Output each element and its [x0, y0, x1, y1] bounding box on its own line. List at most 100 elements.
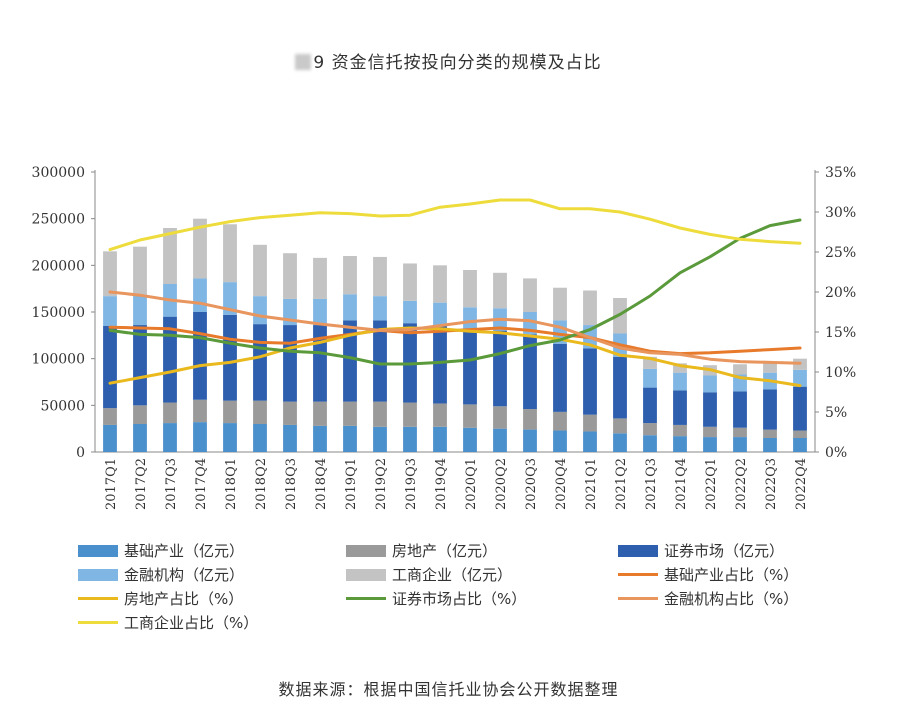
bar-segment-3: [643, 387, 657, 424]
bar-segment-5: [223, 224, 237, 283]
legend-item: 工商企业（亿元）: [346, 564, 512, 586]
x-tick-label: 2018Q1: [224, 458, 239, 510]
bar-segment-2: [133, 405, 147, 424]
bar-segment-4: [463, 307, 477, 330]
bar-segment-2: [703, 426, 717, 438]
bar-segment-3: [283, 325, 297, 402]
y-left-tick-label: 100000: [32, 352, 85, 368]
bar-segment-5: [553, 287, 567, 321]
bar-segment-2: [673, 424, 687, 437]
x-tick-label: 2019Q1: [344, 458, 359, 510]
x-tick-label: 2021Q2: [614, 458, 629, 510]
legend-swatch: [618, 545, 658, 557]
bar-segment-2: [163, 402, 177, 424]
y-left-tick-label: 50000: [40, 398, 85, 414]
bar-segment-1: [283, 424, 297, 452]
bar-segment-2: [553, 411, 567, 431]
legend-item: 金融机构占比（%）: [618, 588, 798, 610]
bar-segment-2: [583, 414, 597, 432]
bar-segment-2: [433, 403, 447, 427]
legend-line-swatch: [618, 597, 658, 600]
legend-label: 金融机构（亿元）: [124, 566, 245, 584]
bar-segment-4: [703, 375, 717, 393]
bar-segment-1: [133, 424, 147, 452]
bar-segment-4: [223, 282, 237, 315]
bar-segment-2: [103, 408, 117, 425]
legend-item: 证券市场占比（%）: [346, 588, 526, 610]
y-right-tick-label: 10%: [825, 365, 856, 381]
legend-swatch: [78, 545, 118, 557]
bar-segment-4: [313, 298, 327, 326]
x-tick-label: 2018Q2: [254, 458, 269, 510]
x-tick-label: 2021Q4: [674, 458, 689, 510]
bar-segment-3: [523, 334, 537, 410]
bar-segment-3: [343, 320, 357, 402]
x-tick-label: 2017Q2: [134, 458, 149, 510]
bar-segment-4: [673, 372, 687, 391]
bar-segment-1: [703, 437, 717, 452]
x-tick-label: 2020Q2: [494, 458, 509, 510]
bar-segment-3: [583, 348, 597, 415]
bar-segment-5: [493, 272, 507, 309]
legend-item: 房地产（亿元）: [346, 540, 497, 562]
x-tick-label: 2020Q4: [554, 458, 569, 510]
bar-segment-3: [493, 330, 507, 407]
y-left-tick-label: 200000: [32, 258, 85, 274]
bar-segment-2: [643, 423, 657, 436]
bar-segment-3: [673, 390, 687, 425]
y-left-tick-label: 150000: [32, 305, 85, 321]
bar-segment-1: [163, 423, 177, 452]
bar-segment-2: [493, 406, 507, 429]
bar-segment-1: [373, 426, 387, 452]
bar-segment-5: [133, 246, 147, 295]
chart-title: 9 资金信托按投向分类的规模及占比: [0, 48, 897, 73]
y-right-tick-label: 30%: [825, 205, 856, 221]
bar-segment-2: [313, 401, 327, 426]
x-tick-label: 2022Q2: [734, 458, 749, 510]
legend-swatch: [346, 569, 386, 581]
bar-segment-5: [433, 265, 447, 303]
line-series-4: [108, 290, 802, 365]
x-tick-label: 2019Q2: [374, 458, 389, 510]
bar-segment-2: [463, 404, 477, 428]
bar-segment-4: [253, 296, 267, 325]
legend-item: 基础产业占比（%）: [618, 564, 798, 586]
bar-segment-4: [133, 294, 147, 326]
chart-canvas: 300000 250000 200000 150000 100000 50000 0 35% 3…: [32, 165, 857, 510]
bar-segment-5: [463, 270, 477, 308]
source-note: 数据来源：根据中国信托业协会公开数据整理: [278, 680, 619, 699]
bar-segment-4: [103, 296, 117, 326]
y-right-tick-label: 5%: [825, 405, 847, 421]
bar-segment-4: [193, 278, 207, 312]
x-tick-label: 2020Q3: [524, 458, 539, 510]
x-tick-label: 2022Q3: [764, 458, 779, 510]
legend-line-swatch: [78, 597, 118, 600]
bar-segment-5: [373, 256, 387, 297]
line-series-2: [108, 326, 802, 388]
bar-segment-1: [763, 438, 777, 452]
legend-label: 房地产（亿元）: [392, 542, 498, 560]
legend-label: 证券市场（亿元）: [664, 542, 785, 560]
legend-item: 基础产业（亿元）: [78, 540, 244, 562]
legend-line-swatch: [346, 597, 386, 600]
bar-segment-2: [283, 401, 297, 425]
bar-segment-1: [523, 429, 537, 452]
bar-segment-2: [223, 400, 237, 424]
bar-segment-3: [133, 325, 147, 406]
legend-label: 金融机构占比（%）: [664, 590, 799, 608]
legend-item: 金融机构（亿元）: [78, 564, 244, 586]
bar-segment-1: [553, 430, 567, 452]
y-right-tick-label: 25%: [825, 245, 856, 261]
bar-segment-5: [733, 364, 747, 375]
legend-item: 证券市场（亿元）: [618, 540, 784, 562]
bar-segment-3: [103, 326, 117, 409]
bar-segment-4: [403, 300, 417, 324]
legend-label: 工商企业（亿元）: [392, 566, 513, 584]
legend-label: 基础产业（亿元）: [124, 542, 245, 560]
x-tick-label: 2020Q1: [464, 458, 479, 510]
bar-segment-4: [373, 296, 387, 321]
bar-segment-3: [793, 386, 807, 431]
legend-swatch: [78, 569, 118, 581]
bar-segment-2: [523, 409, 537, 430]
bar-segment-4: [433, 302, 447, 326]
